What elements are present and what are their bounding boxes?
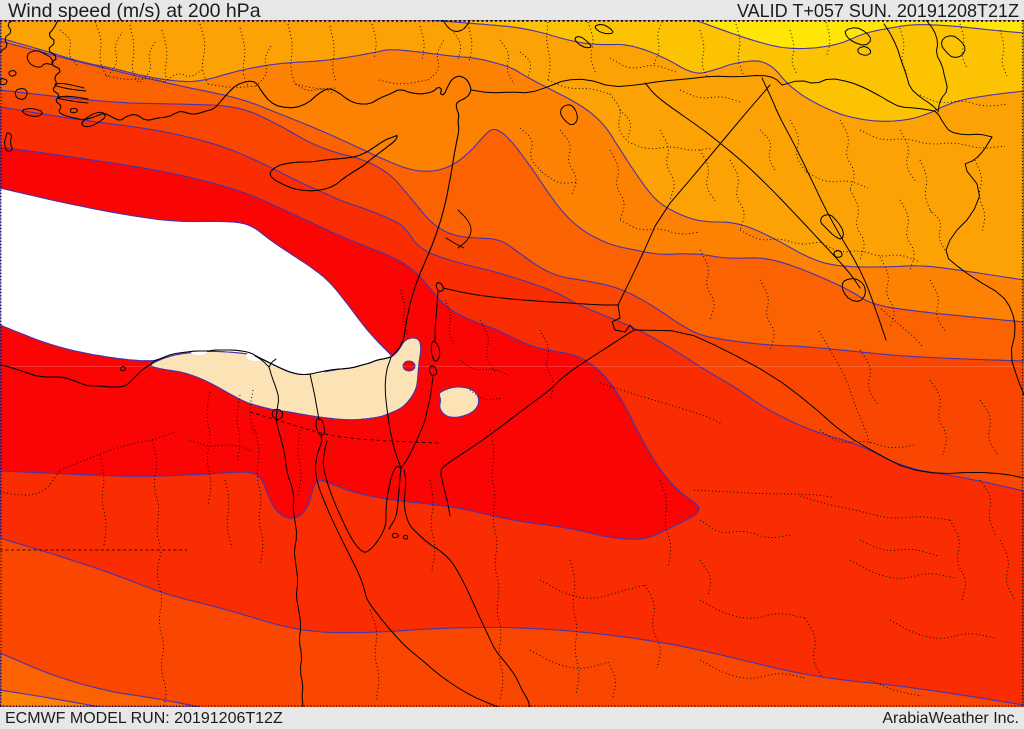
svg-text:ECMWF MODEL RUN: 20191206T12Z: ECMWF MODEL RUN: 20191206T12Z [5,710,283,727]
svg-text:ArabiaWeather Inc.: ArabiaWeather Inc. [882,710,1019,727]
svg-text:Wind speed (m/s) at 200 hPa: Wind speed (m/s) at 200 hPa [8,0,261,22]
svg-text:VALID T+057 SUN. 20191208T21Z: VALID T+057 SUN. 20191208T21Z [737,1,1019,21]
